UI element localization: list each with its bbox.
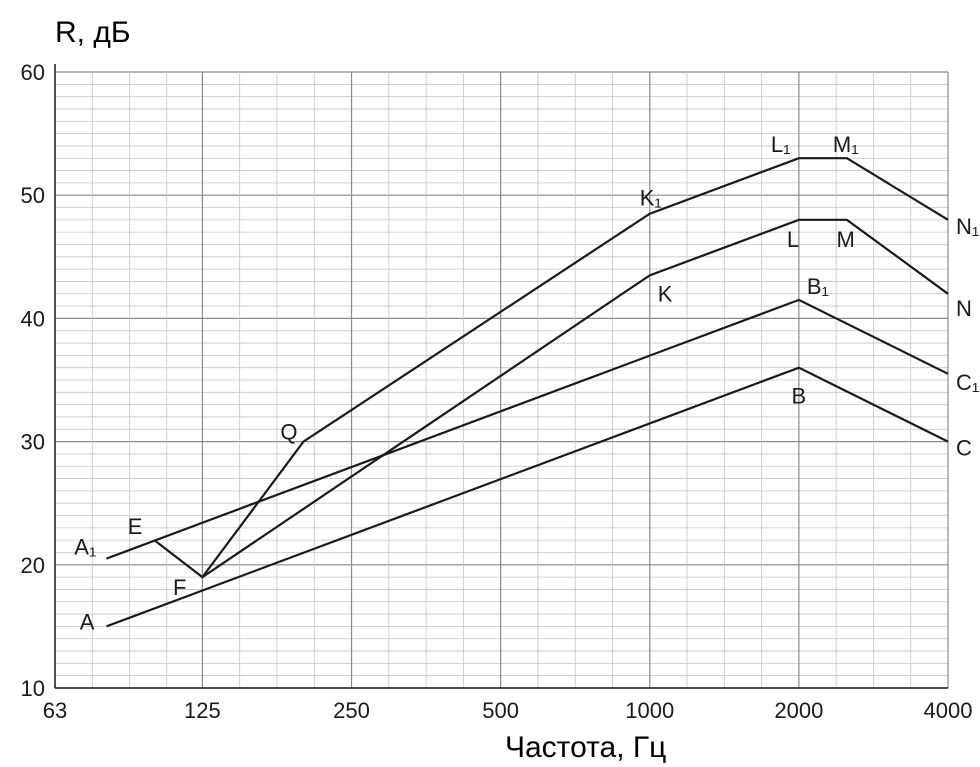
series-line [106, 366, 949, 628]
point-label: F [173, 575, 186, 600]
y-tick-label: 30 [21, 430, 45, 455]
y-axis-label: R, дБ [55, 16, 131, 49]
point-label: Q [280, 420, 297, 445]
x-tick-label: 500 [482, 698, 519, 723]
y-tick-label: 40 [21, 306, 45, 331]
point-label: E [128, 514, 143, 539]
x-tick-label: 1000 [625, 698, 674, 723]
axes [54, 64, 948, 689]
x-tick-label: 125 [184, 698, 221, 723]
series-line [106, 298, 949, 560]
x-tick-label: 250 [333, 698, 370, 723]
point-label: N [956, 296, 972, 321]
series-line [201, 157, 949, 578]
y-tick-label: 20 [21, 553, 45, 578]
point-label: B [792, 384, 807, 409]
point-labels: A B C A₁ B₁ C₁ E F K L M N Q K₁ L₁ M₁ N₁ [74, 132, 979, 634]
point-label: M [837, 227, 855, 252]
point-label: K [658, 281, 673, 306]
point-label: C [956, 436, 972, 461]
series-lines [106, 157, 949, 628]
point-label: C₁ [956, 370, 979, 395]
point-label: L₁ [771, 132, 791, 157]
point-label: M₁ [833, 132, 859, 157]
point-label: A₁ [74, 535, 96, 560]
x-axis-label: Частота, Гц [505, 731, 666, 764]
point-label: N₁ [956, 214, 979, 239]
x-tick-label: 63 [43, 698, 67, 723]
point-label: A [80, 609, 95, 634]
x-tick-label: 2000 [774, 698, 823, 723]
y-tick-label: 60 [21, 60, 45, 85]
tick-labels: 10 20 30 40 50 60 63 125 250 500 1000 2000 4000 [21, 60, 973, 723]
series-line [153, 218, 949, 579]
y-tick-label: 10 [21, 676, 45, 701]
y-tick-label: 50 [21, 183, 45, 208]
point-label: L [787, 227, 799, 252]
point-label: K₁ [640, 186, 662, 211]
x-tick-label: 4000 [924, 698, 973, 723]
point-label: B₁ [807, 274, 829, 299]
